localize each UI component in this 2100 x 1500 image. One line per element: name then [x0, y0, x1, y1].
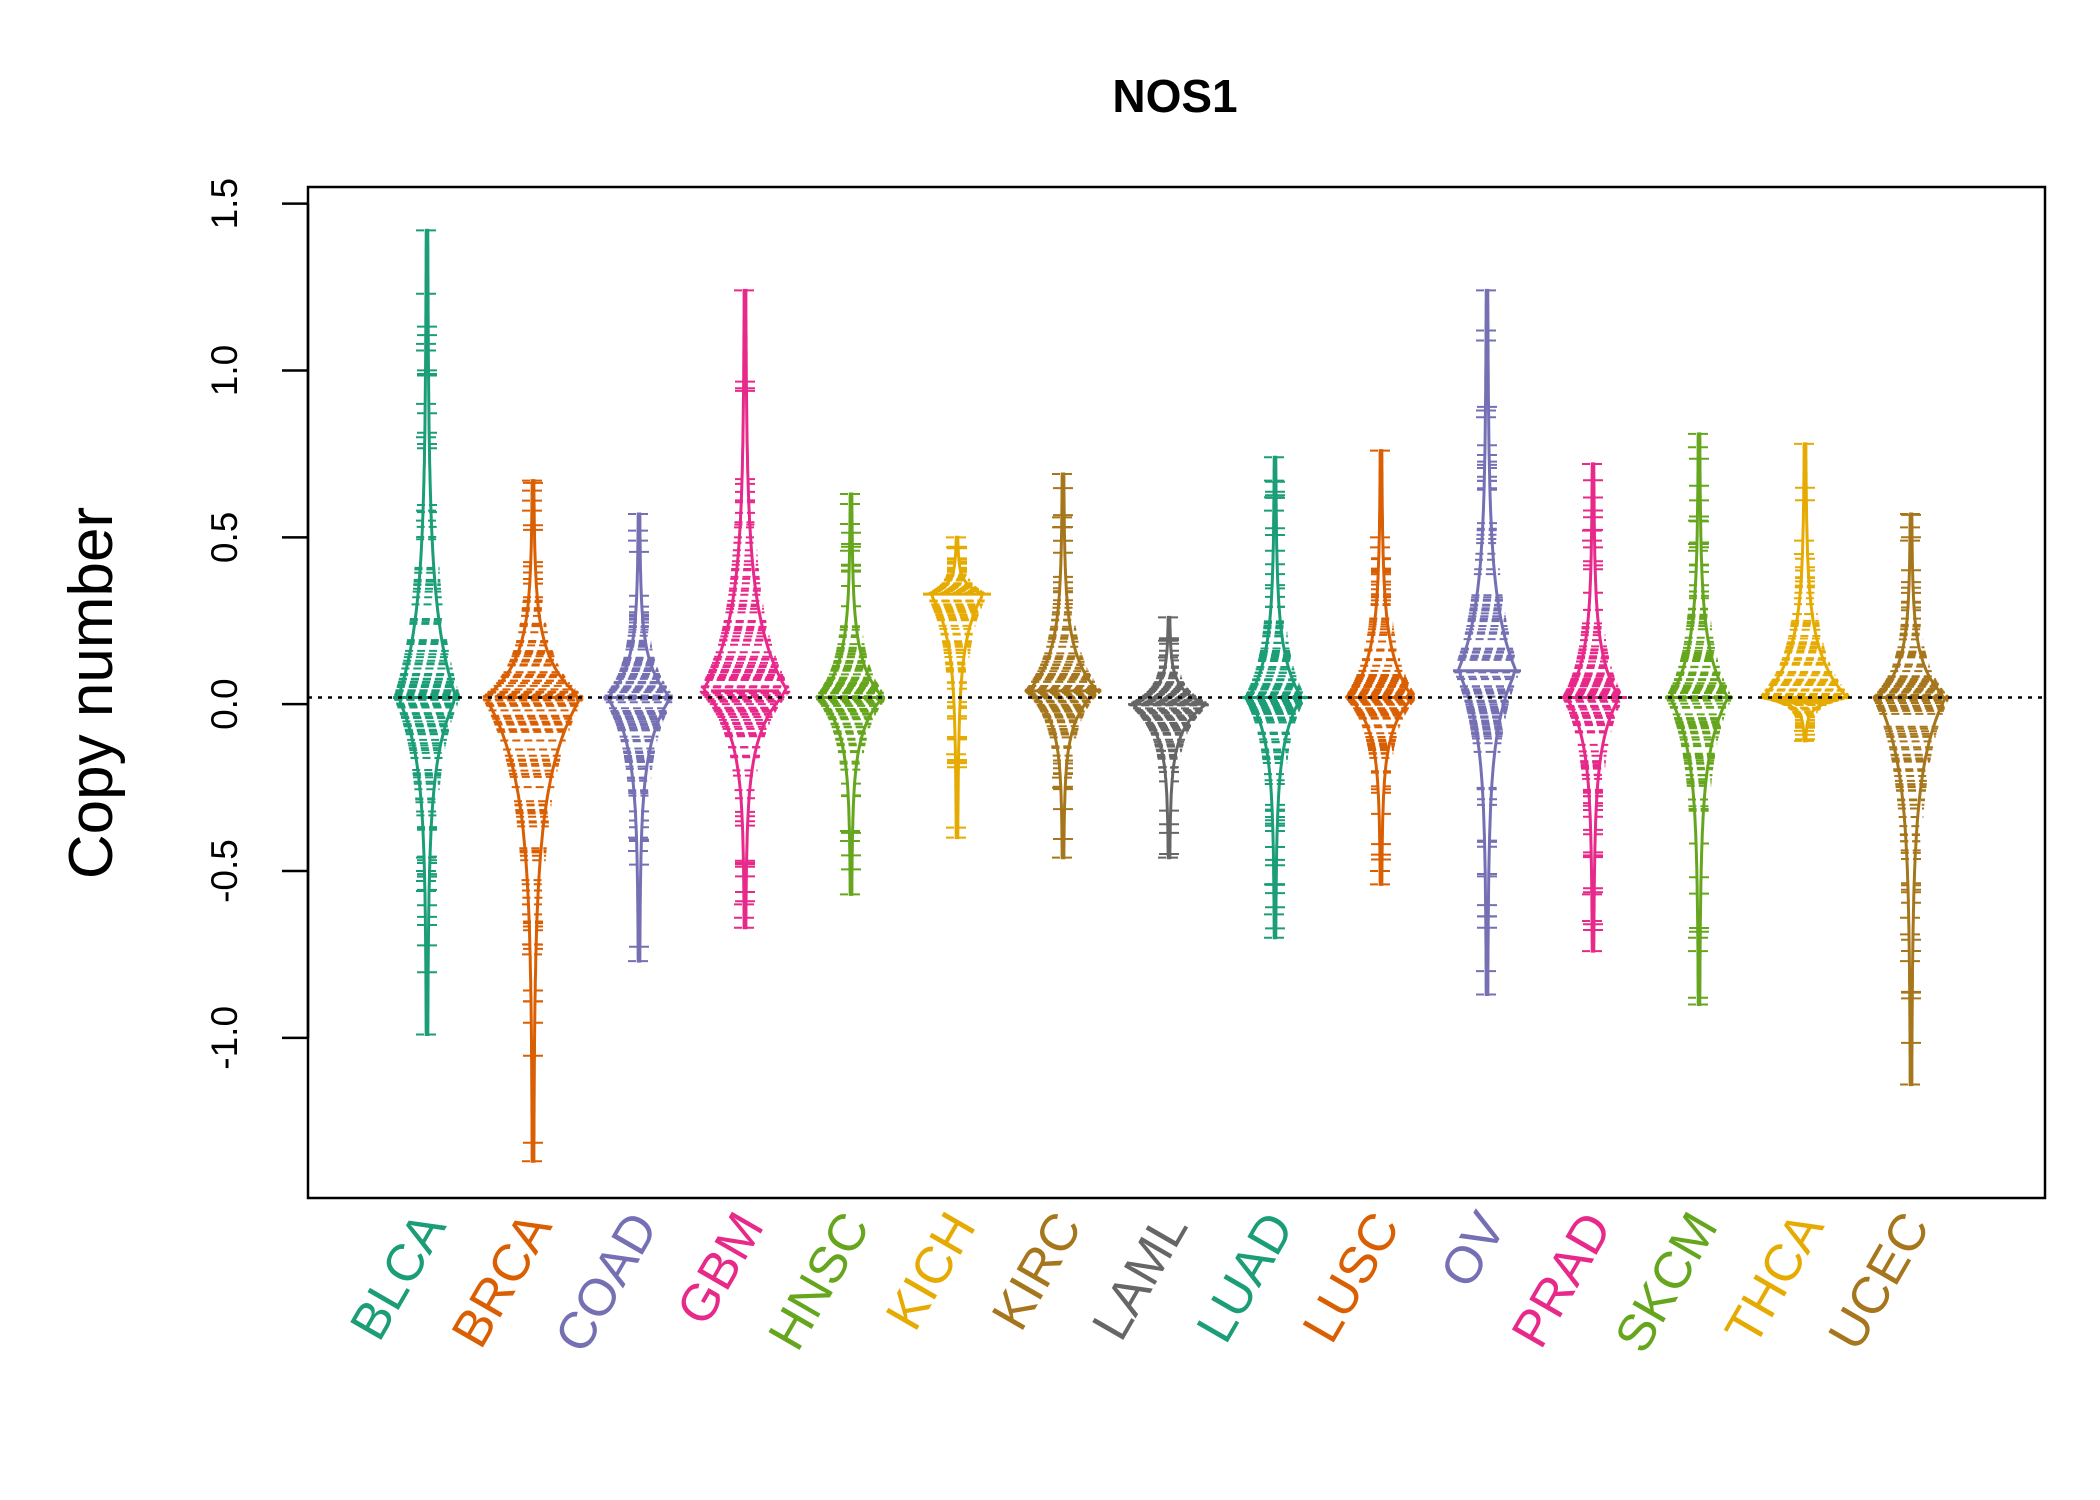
bean-density [1027, 472, 1099, 860]
bean-kich [923, 535, 991, 840]
category-label: LUAD [1186, 1203, 1306, 1352]
bean-kirc [1024, 472, 1102, 860]
bean-skcm [1665, 432, 1733, 1006]
bean-lusc [1345, 449, 1417, 886]
category-label: KIRC [981, 1203, 1093, 1340]
category-label: GBM [666, 1203, 775, 1335]
y-tick-label: -0.5 [204, 839, 245, 903]
bean-gbm [699, 288, 791, 930]
bean-ov [1453, 288, 1521, 996]
category-label: SKCM [1604, 1203, 1729, 1362]
y-tick-label: 1.0 [204, 345, 245, 396]
bean-luad [1241, 455, 1309, 940]
y-tick-label: 1.5 [204, 178, 245, 229]
category-label: KICH [875, 1203, 987, 1340]
bean-density [1129, 615, 1209, 860]
category-label: UCEC [1817, 1203, 1941, 1360]
beans-layer [393, 228, 1950, 1163]
category-label: BLCA [339, 1203, 457, 1350]
bean-coad [603, 512, 675, 963]
chart-title: NOS1 [1112, 70, 1237, 122]
bean-laml [1128, 615, 1210, 860]
y-tick-label: 0.5 [204, 512, 245, 563]
category-label: LUSC [1292, 1203, 1412, 1352]
bean-blca [393, 228, 461, 1036]
category-label: HNSC [757, 1203, 881, 1360]
category-label: COAD [544, 1203, 669, 1362]
category-label: OV [1430, 1203, 1518, 1297]
y-axis: -1.0 -0.5 0.0 0.5 1.0 1.5 [204, 178, 310, 1070]
category-label: THCA [1714, 1203, 1835, 1355]
bean-density [1457, 288, 1517, 996]
bean-density [398, 228, 456, 1036]
bean-brca [482, 479, 584, 1163]
y-tick-label: -1.0 [204, 1006, 245, 1070]
category-label: LAML [1081, 1203, 1199, 1350]
bean-thca [1759, 442, 1851, 743]
y-axis-label: Copy number [57, 507, 126, 879]
bean-ucec [1872, 512, 1950, 1087]
bean-density [1349, 449, 1413, 886]
bean-prad [1559, 462, 1627, 953]
y-tick-label: 0.0 [204, 678, 245, 729]
bean-density [1761, 442, 1849, 743]
bean-hnsc [815, 492, 887, 896]
